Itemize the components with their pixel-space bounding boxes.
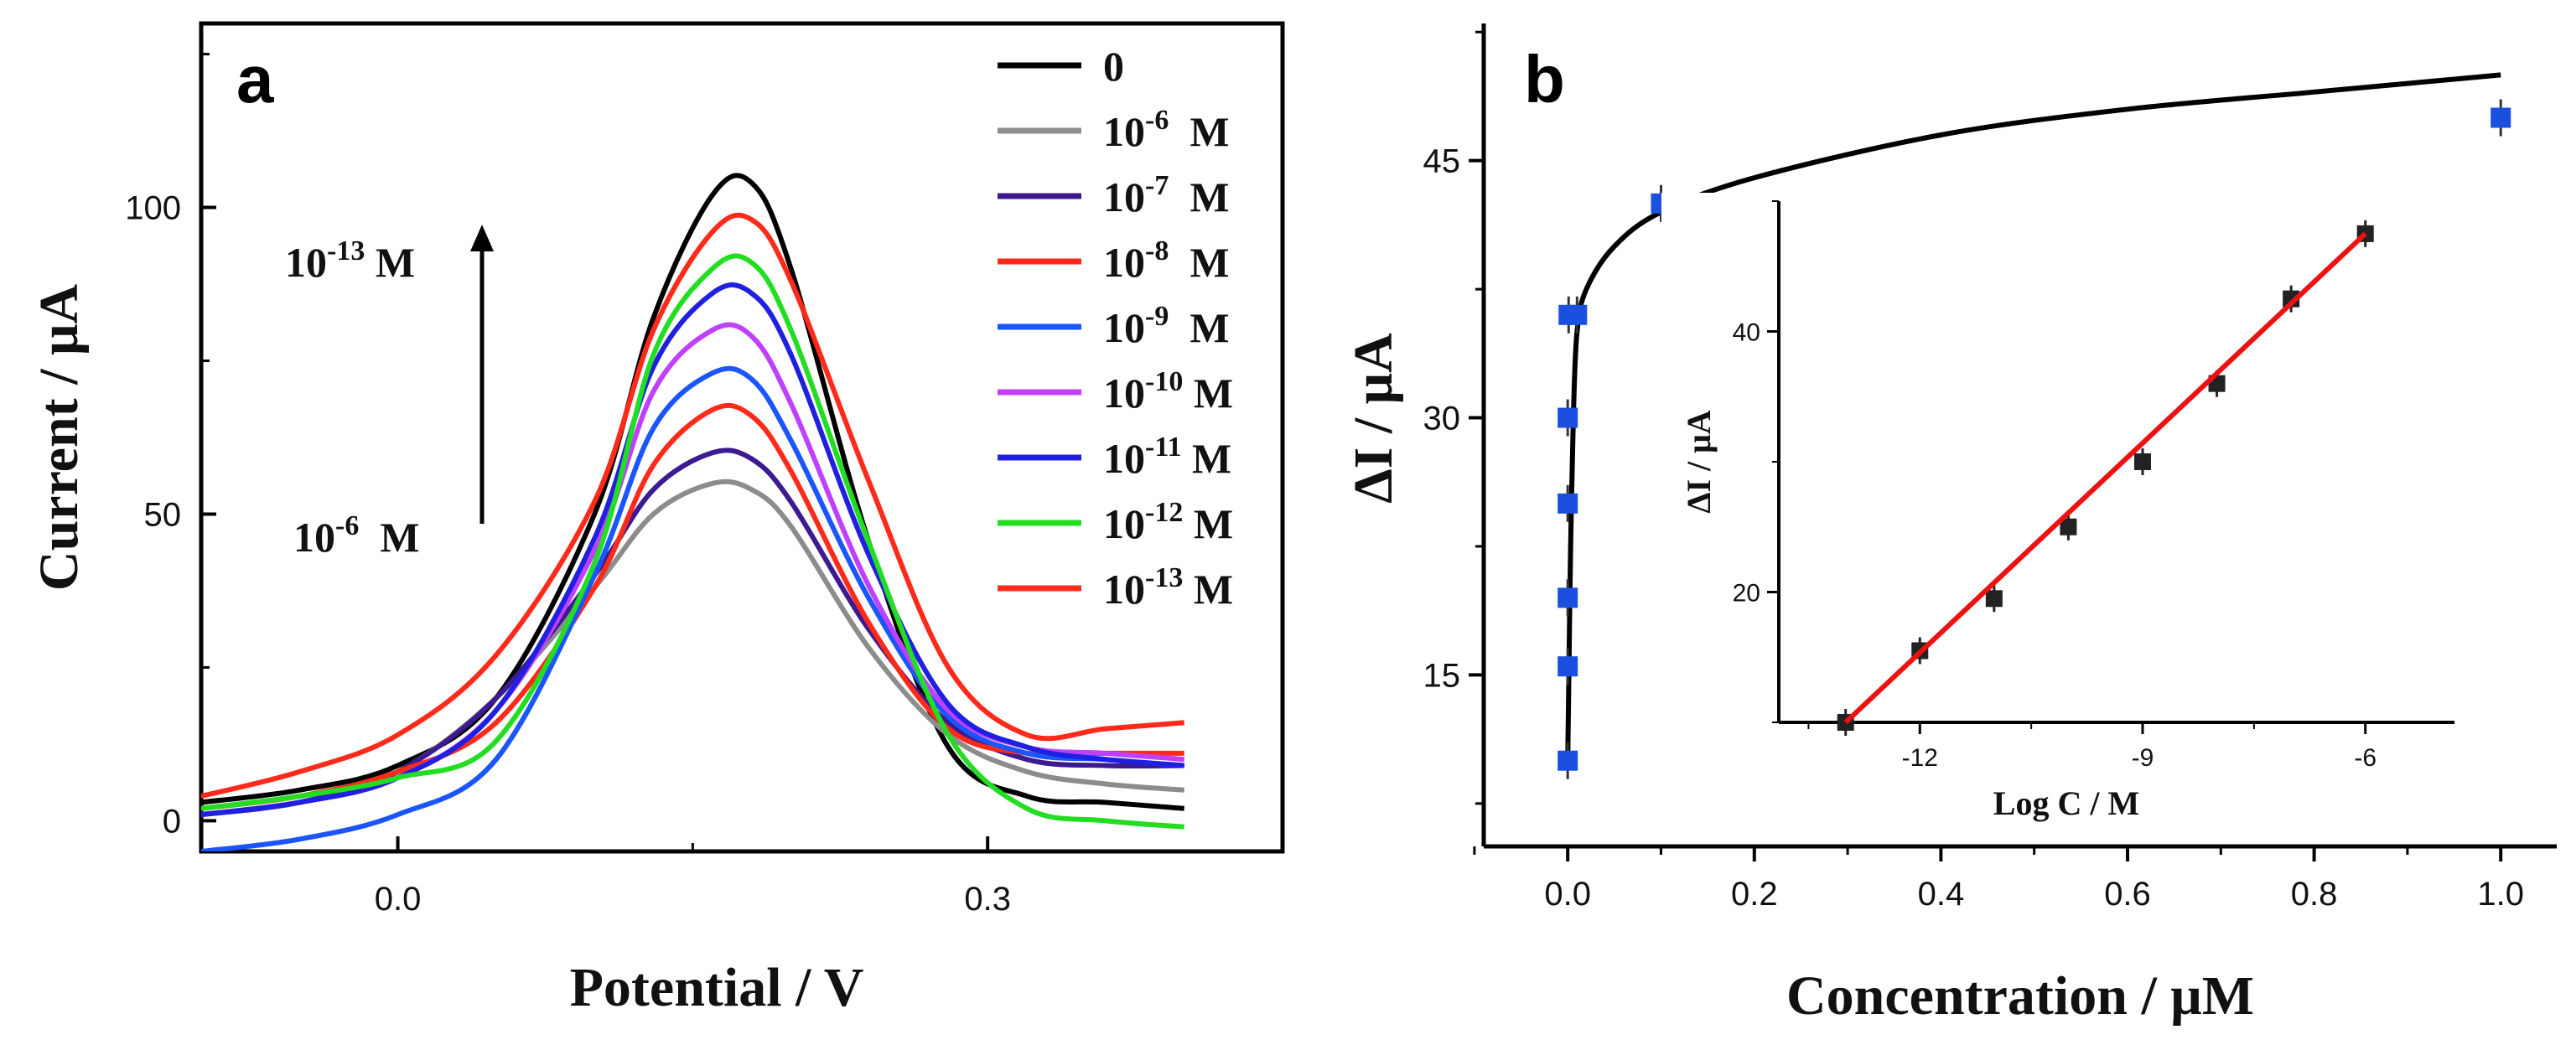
- panel-label-b: b: [1524, 42, 1565, 116]
- y-tick-label-b: 45: [1423, 143, 1461, 180]
- inset-data-point: [1985, 590, 2003, 608]
- x-tick-label-b: 0.2: [1731, 876, 1778, 913]
- inset-fit-line: [1843, 231, 2367, 725]
- panel-b: 0.0 0.2 0.4 0.6 0.8 1.0 15 30 45 Concentration / …: [1343, 23, 2557, 1027]
- legend-label: 10-10 M: [1103, 366, 1233, 416]
- series-line-10-11-M: [201, 282, 1184, 818]
- legend-label: 0: [1103, 43, 1124, 90]
- y-axis-title-b: ΔI / μA: [1343, 333, 1404, 504]
- legend-label: 10-12 M: [1103, 497, 1233, 547]
- y-tick-label-b: 30: [1423, 401, 1461, 437]
- y-tick-label-b: 15: [1423, 657, 1461, 694]
- arrow-label-bottom: 10-6 M: [293, 510, 420, 561]
- plot-frame-a: [199, 21, 1285, 854]
- data-point-b: [1558, 750, 1578, 771]
- inset-data-point: [2283, 290, 2300, 308]
- series-line-10-13-M: [201, 212, 1184, 799]
- x-tick-label-b: 0.0: [1544, 876, 1591, 913]
- legend-label: 10-13 M: [1103, 562, 1233, 613]
- inset-x-tick-label: -6: [2354, 744, 2376, 772]
- y-axis-title-a: Current / μA: [29, 284, 90, 591]
- legend-label: 10-7 M: [1103, 170, 1230, 220]
- arrow-head: [470, 225, 494, 251]
- data-point-b: [1558, 656, 1578, 677]
- inset-data-point: [2134, 453, 2151, 470]
- data-point-b: [1558, 587, 1578, 608]
- inset-x-tick-label: -12: [1902, 744, 1938, 772]
- y-tick-label-a: 100: [125, 190, 181, 227]
- x-tick-label-b: 1.0: [2477, 876, 2524, 913]
- series-line-10-7-M: [201, 447, 1184, 818]
- curves-a: [201, 173, 1184, 851]
- arrow-label-top: 10-13 M: [285, 235, 415, 286]
- legend-label: 10-8 M: [1103, 235, 1230, 286]
- legend-label: 10-6 M: [1103, 105, 1230, 155]
- data-point-b: [1558, 407, 1578, 428]
- inset-y-title: ΔI / μA: [1680, 410, 1718, 513]
- fit-curve-b: [1565, 72, 2501, 761]
- series-line-10-8-M: [201, 402, 1184, 811]
- y-tick-label-a: 0: [163, 803, 181, 840]
- x-tick-label-b: 0.8: [2291, 876, 2338, 913]
- y-tick-label-a: 50: [144, 496, 182, 533]
- inset-x-tick-label: -9: [2132, 744, 2154, 772]
- x-tick-label-b: 0.6: [2104, 876, 2151, 913]
- inset-y-tick-label: 20: [1733, 580, 1760, 608]
- x-tick-label-b: 0.4: [1918, 876, 1965, 913]
- legend-label: 10-9 M: [1103, 301, 1230, 351]
- panel-label-a: a: [236, 42, 274, 116]
- series-line-10-9-M: [201, 365, 1184, 851]
- data-point-b: [1567, 304, 1588, 325]
- inset-x-title: Log C / M: [1993, 784, 2139, 822]
- inset-chart: -12 -9 -6 20 40 Log C / M ΔI / μA: [1661, 193, 2471, 840]
- inset-data-point: [2060, 518, 2077, 535]
- x-tick-label-a: 0.0: [375, 881, 422, 918]
- data-point-b: [1558, 493, 1578, 514]
- x-axis-title-b: Concentration / μM: [1786, 965, 2254, 1027]
- legend-label: 10-11 M: [1103, 432, 1231, 482]
- data-point-b: [2490, 107, 2511, 128]
- x-axis-title-a: Potential / V: [570, 957, 864, 1018]
- series-line-10-10-M: [201, 322, 1184, 818]
- x-tick-label-a: 0.3: [964, 881, 1011, 918]
- panel-a: 0.0 0.3 0 50 100 Potential / V Current / μA a 0 1…: [29, 21, 1285, 1018]
- series-line-10-12-M: [201, 253, 1184, 830]
- inset-y-tick-label: 40: [1733, 319, 1760, 347]
